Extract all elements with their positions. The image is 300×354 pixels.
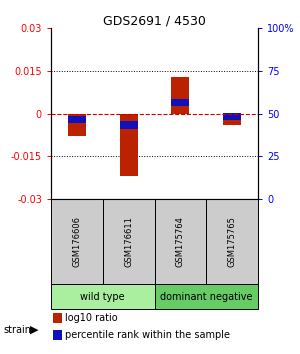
Bar (171, 99, 189, 106)
Text: GSM176611: GSM176611 (124, 216, 133, 267)
Bar (120, 121, 138, 129)
Bar (68, 116, 86, 123)
Text: wild type: wild type (80, 292, 125, 302)
Text: GSM176606: GSM176606 (72, 216, 81, 267)
Bar (120, 114, 138, 176)
Bar (154, 199, 206, 284)
Bar (206, 199, 258, 284)
Bar (154, 284, 258, 309)
Title: GDS2691 / 4530: GDS2691 / 4530 (103, 14, 206, 27)
Text: log10 ratio: log10 ratio (65, 313, 118, 323)
Text: GSM175765: GSM175765 (228, 216, 237, 267)
Bar (51, 284, 154, 309)
Bar (68, 114, 86, 136)
Bar (223, 114, 241, 125)
Text: GSM175764: GSM175764 (176, 216, 185, 267)
Text: percentile rank within the sample: percentile rank within the sample (65, 330, 230, 340)
Bar (53, 330, 62, 340)
Bar (223, 113, 241, 120)
Bar (103, 199, 154, 284)
Text: dominant negative: dominant negative (160, 292, 253, 302)
Text: strain: strain (3, 325, 31, 335)
Bar (51, 199, 103, 284)
Bar (171, 77, 189, 114)
Text: ▶: ▶ (30, 325, 39, 335)
Bar (53, 313, 62, 323)
